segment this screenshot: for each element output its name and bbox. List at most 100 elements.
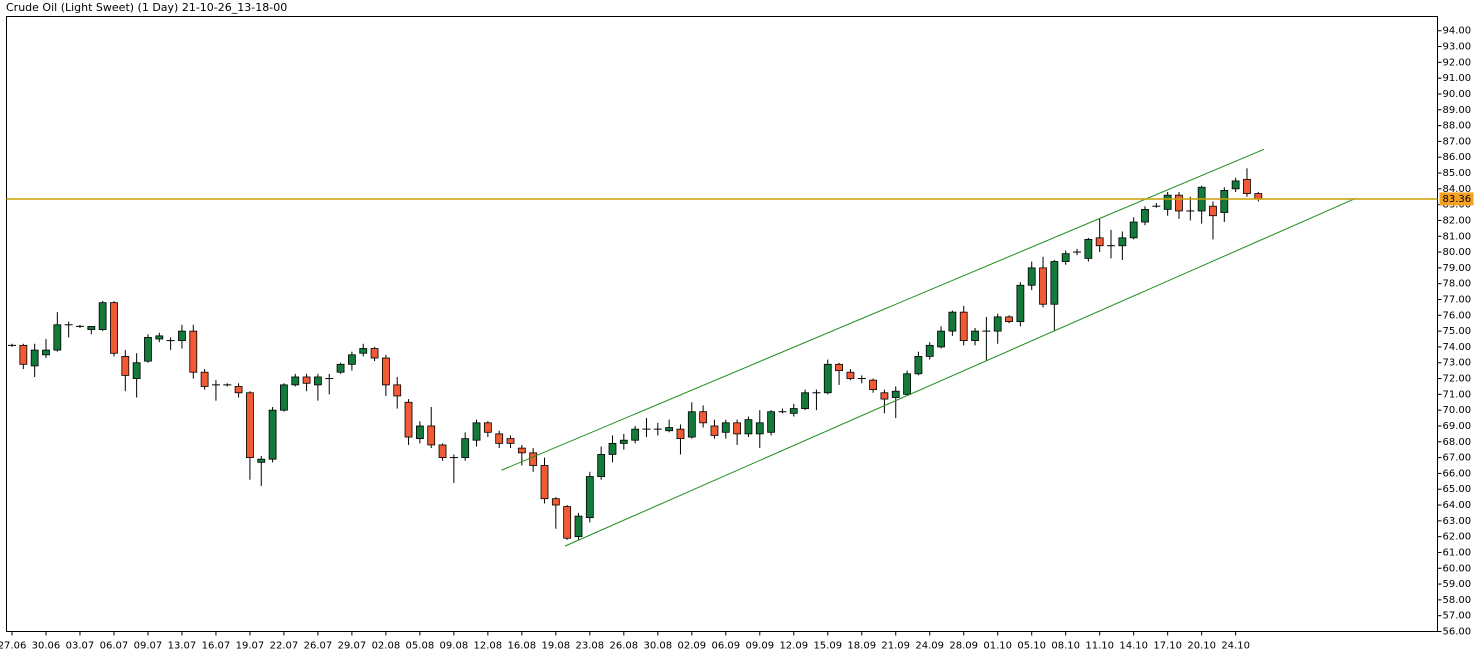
x-tick-label: 11.10 [1085,641,1114,652]
candle-body [755,422,764,435]
x-tick-label: 13.07 [168,641,197,652]
x-tick-label: 02.08 [372,641,401,652]
y-tick-label: 66.00 [1443,468,1472,479]
candle-body [529,452,538,466]
candle-body [359,348,368,354]
candle-body [42,349,50,356]
y-tick-label: 70.00 [1443,405,1472,416]
x-tick-label: 30.06 [32,641,61,652]
candle-body [891,390,900,398]
candle-body [608,442,617,455]
candle-body [1129,221,1138,239]
candle-body [1039,267,1047,305]
candle-body [517,447,526,454]
x-tick-label: 17.10 [1153,641,1182,652]
candle-body [971,330,979,342]
x-tick-label: 28.09 [949,641,978,652]
y-tick-label: 67.00 [1443,453,1472,464]
y-tick-label: 57.00 [1443,611,1472,622]
y-tick-label: 58.00 [1443,595,1472,606]
y-tick-label: 65.00 [1443,484,1472,495]
candle-body [87,325,96,330]
y-tick-label: 90.00 [1443,89,1472,100]
y-tick-label: 77.00 [1443,294,1472,305]
y-tick-label: 59.00 [1443,579,1472,590]
candle-body [914,356,923,375]
candle-body [19,344,28,365]
y-tick-label: 72.00 [1443,374,1472,385]
x-tick-label: 18.09 [847,641,876,652]
x-tick-label: 27.06 [0,641,26,652]
candle-body [880,392,889,400]
x-tick-label: 16.07 [202,641,231,652]
y-tick-label: 81.00 [1443,231,1472,242]
y-tick-label: 80.00 [1443,247,1472,258]
x-tick-label: 26.07 [304,641,333,652]
y-tick-label: 64.00 [1443,500,1472,511]
x-tick-label: 09.07 [134,641,163,652]
x-tick-label: 12.08 [474,641,503,652]
x-tick-label: 05.10 [1017,641,1046,652]
candle-body [155,335,164,340]
candle-body [585,476,594,519]
y-tick-label: 79.00 [1443,263,1472,274]
candle-body [767,411,776,433]
price-label-box [1439,192,1474,206]
candle-body [1118,237,1127,247]
x-tick-label: 15.09 [813,641,842,652]
x-tick-label: 22.07 [270,641,299,652]
y-tick-label: 82.00 [1443,215,1472,226]
x-tick-label: 03.07 [66,641,95,652]
y-tick-label: 56.00 [1443,627,1472,638]
candle-body [721,422,730,433]
y-tick-label: 68.00 [1443,437,1472,448]
candle-body [619,439,628,444]
candle-body [1061,253,1070,262]
candle-body [1027,267,1036,286]
candle-body [699,411,708,424]
x-tick-label: 02.09 [677,641,706,652]
plot-frame [6,16,1438,632]
candle-body [144,337,152,362]
y-tick-label: 78.00 [1443,279,1472,290]
x-tick-label: 16.08 [508,641,537,652]
candle-body [551,498,560,506]
candle-body [869,379,877,391]
candle-body [427,425,436,446]
x-tick-label: 23.08 [576,641,605,652]
candle-body [98,302,107,330]
candle-body [1005,316,1013,323]
candle-body [676,428,685,440]
candle-body [461,438,470,458]
x-tick-label: 29.07 [338,641,367,652]
y-tick-label: 88.00 [1443,121,1472,132]
y-tick-label: 93.00 [1443,42,1472,53]
candle-body [506,438,515,444]
x-tick-label: 06.09 [711,641,740,652]
candle-body [336,363,345,373]
y-tick-label: 75.00 [1443,326,1472,337]
candle-body [415,425,424,440]
y-tick-label: 69.00 [1443,421,1472,432]
x-tick-label: 30.08 [643,641,672,652]
candle-body [438,444,447,458]
candle-body [823,363,832,394]
candle-body [1163,194,1172,210]
candle-body [314,376,322,386]
x-tick-label: 21.09 [881,641,910,652]
price-label: 83.36 [1443,194,1472,205]
x-tick-label: 08.10 [1051,641,1080,652]
y-tick-label: 92.00 [1443,57,1472,68]
candle-body [1220,190,1229,213]
candle-body [178,330,186,342]
candle-body [268,409,277,460]
candle-body [381,357,390,386]
candle-body [733,422,742,435]
candle-body [483,422,492,433]
y-tick-label: 86.00 [1443,152,1472,163]
candle-body [234,386,243,394]
candle-body [937,330,945,348]
candle-body [925,344,934,357]
candle-body [495,433,504,444]
candle-body [302,376,311,384]
